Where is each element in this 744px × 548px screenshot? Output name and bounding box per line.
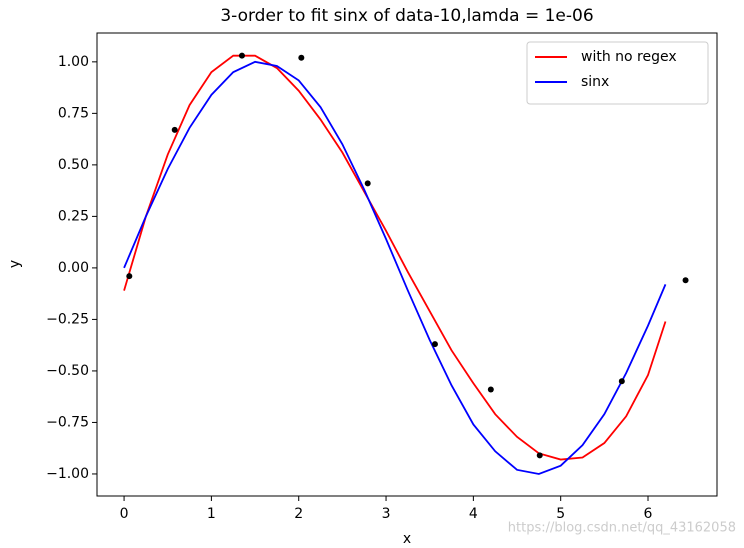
- chart-title: 3-order to fit sinx of data-10,lamda = 1…: [220, 6, 593, 26]
- y-tick-label: −1.00: [46, 466, 89, 482]
- y-tick-label: 0.00: [58, 260, 89, 276]
- x-axis-label: x: [403, 531, 411, 547]
- point: [298, 54, 305, 61]
- point: [171, 126, 178, 133]
- point: [682, 277, 689, 284]
- y-axis-label: y: [7, 260, 23, 268]
- point: [618, 378, 625, 385]
- y-tick-label: −0.25: [46, 311, 89, 327]
- point: [487, 386, 494, 393]
- legend-label: with no regex: [581, 49, 677, 65]
- x-tick-label: 1: [207, 506, 216, 522]
- legend-box: [526, 41, 709, 105]
- watermark: https://blog.csdn.net/qq_43162058: [508, 521, 736, 536]
- point: [126, 273, 133, 280]
- y-tick-label: −0.50: [46, 363, 89, 379]
- y-tick-label: 0.25: [58, 208, 89, 224]
- y-tick-label: −0.75: [46, 414, 89, 430]
- plot-frame: [96, 32, 718, 497]
- point: [536, 452, 543, 459]
- y-tick-label: 0.50: [58, 157, 89, 173]
- y-tick-label: 1.00: [58, 54, 89, 70]
- point: [364, 180, 371, 187]
- x-tick-label: 3: [382, 506, 391, 522]
- x-tick-label: 5: [556, 506, 565, 522]
- y-tick-label: 0.75: [58, 105, 89, 121]
- x-tick-label: 2: [294, 506, 303, 522]
- x-tick-label: 4: [469, 506, 478, 522]
- x-tick-label: 0: [120, 506, 129, 522]
- point: [238, 52, 245, 59]
- legend-label: sinx: [581, 74, 609, 90]
- x-tick-label: 6: [644, 506, 653, 522]
- line: [123, 60, 667, 475]
- point: [431, 341, 438, 348]
- line: [123, 54, 667, 461]
